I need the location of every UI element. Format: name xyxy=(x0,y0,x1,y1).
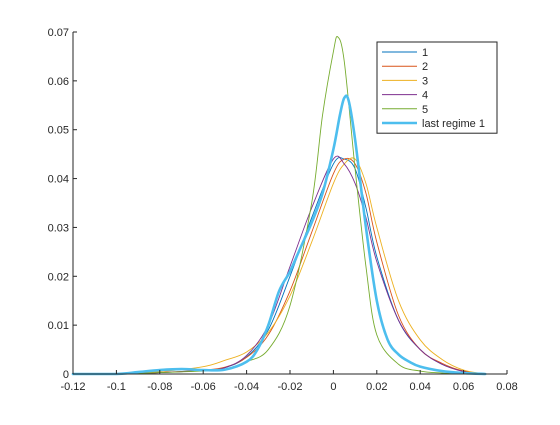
y-tick-label: 0 xyxy=(63,369,69,381)
y-tick-label: 0.06 xyxy=(48,76,69,88)
x-tick-label: 0 xyxy=(330,381,336,393)
y-tick-label: 0.05 xyxy=(48,125,69,137)
x-tick-label: 0.08 xyxy=(496,381,517,393)
legend-label-5: 5 xyxy=(422,104,428,116)
legend-label-2: 2 xyxy=(422,61,428,73)
x-tick-label: 0.02 xyxy=(366,381,387,393)
x-tick-label: -0.04 xyxy=(234,381,259,393)
x-tick-label: 0.06 xyxy=(453,381,474,393)
legend-label-4: 4 xyxy=(422,90,428,102)
x-tick-label: -0.02 xyxy=(277,381,302,393)
x-tick-label: -0.06 xyxy=(191,381,216,393)
legend-label-3: 3 xyxy=(422,75,428,87)
series-line-6 xyxy=(71,94,487,376)
y-tick-label: 0.03 xyxy=(48,222,69,234)
x-tick-label: -0.1 xyxy=(107,381,126,393)
legend-label-1: 1 xyxy=(422,47,428,59)
y-tick-label: 0.01 xyxy=(48,320,69,332)
y-tick-label: 0.04 xyxy=(48,174,69,186)
series-line-3 xyxy=(72,157,486,375)
y-tick-label: 0.07 xyxy=(48,27,69,39)
legend-label-6: last regime 1 xyxy=(422,118,485,130)
x-tick-label: -0.08 xyxy=(147,381,172,393)
legend-box xyxy=(376,41,498,134)
y-tick-label: 0.02 xyxy=(48,271,69,283)
x-tick-label: -0.12 xyxy=(60,381,85,393)
x-tick-label: 0.04 xyxy=(409,381,430,393)
